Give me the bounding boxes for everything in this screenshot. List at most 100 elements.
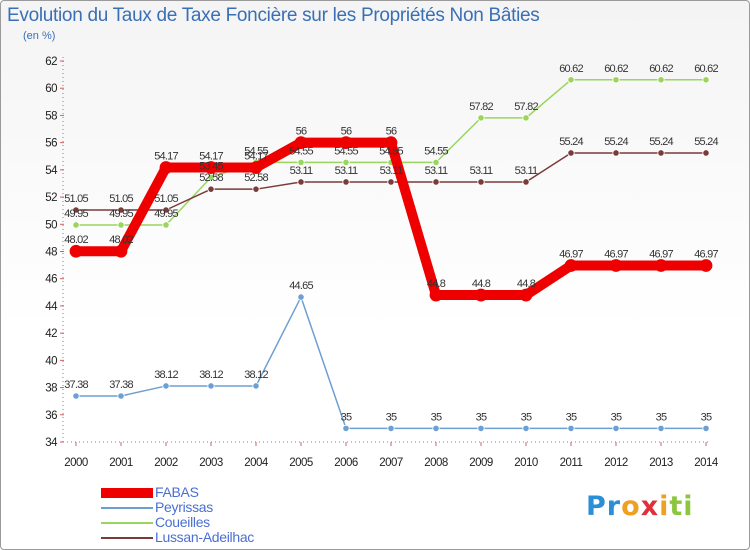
data-label-peyrissas: 35 [701, 411, 712, 423]
series-line-peyrissas [76, 296, 706, 430]
data-point-peyrissas [117, 392, 125, 400]
data-label-fabas: 44.8 [472, 278, 491, 290]
x-tick-label: 2011 [560, 457, 583, 469]
x-tick-label: 2014 [694, 457, 719, 469]
data-point-lussan-adeilhac [612, 149, 620, 157]
x-tick-label: 2010 [514, 457, 538, 469]
data-label-peyrissas: 35 [521, 411, 532, 423]
data-label-fabas: 46.97 [694, 249, 718, 261]
legend-swatch [101, 488, 153, 498]
data-label-fabas: 54.17 [199, 151, 223, 163]
data-point-fabas [654, 259, 668, 272]
y-tick-label: 38 [45, 383, 57, 395]
data-point-lussan-adeilhac [567, 149, 575, 157]
chart-title: Evolution du Taux de Taxe Foncière sur l… [7, 5, 540, 26]
data-point-fabas [699, 259, 713, 272]
data-label-fabas: 56 [296, 126, 307, 138]
chart-subtitle: (en %) [23, 30, 56, 42]
data-label-peyrissas: 35 [476, 411, 487, 423]
data-point-coueilles [702, 76, 710, 84]
logo-letter: i [683, 491, 694, 522]
data-label-lussan-adeilhac: 51.05 [64, 193, 88, 205]
data-point-coueilles [477, 114, 485, 122]
data-label-peyrissas: 35 [341, 411, 352, 423]
data-point-lussan-adeilhac [702, 149, 710, 157]
y-tick-label: 36 [45, 410, 57, 422]
legend-swatch [101, 537, 153, 539]
x-tick-label: 2006 [334, 457, 358, 469]
data-point-lussan-adeilhac [477, 178, 485, 186]
logo-letter: P [586, 491, 607, 522]
x-tick-label: 2009 [469, 457, 493, 469]
data-label-peyrissas: 35 [611, 411, 622, 423]
data-label-lussan-adeilhac: 55.24 [649, 136, 673, 148]
data-label-coueilles: 60.62 [604, 63, 628, 75]
y-tick-label: 62 [45, 56, 57, 68]
data-label-lussan-adeilhac: 53.11 [290, 165, 313, 177]
y-tick-label: 50 [45, 219, 57, 231]
legend-item-lussan-adeilhac: Lussan-Adeilhac [101, 529, 321, 545]
data-label-fabas: 46.97 [604, 249, 628, 261]
data-label-peyrissas: 38.12 [199, 369, 223, 381]
y-tick-label: 54 [45, 165, 58, 177]
y-tick-label: 34 [45, 437, 58, 449]
data-label-peyrissas: 38.12 [244, 369, 268, 381]
data-label-lussan-adeilhac: 55.24 [559, 136, 583, 148]
data-point-fabas [114, 244, 128, 258]
data-label-coueilles: 49.95 [109, 208, 133, 220]
y-tick-label: 58 [45, 110, 57, 122]
data-point-peyrissas [522, 424, 530, 432]
data-point-fabas [339, 136, 353, 150]
data-point-coueilles [657, 76, 665, 84]
data-point-peyrissas [162, 382, 170, 390]
data-label-peyrissas: 37.38 [109, 379, 133, 391]
y-tick-label: 60 [45, 83, 57, 95]
x-tick-label: 2013 [649, 457, 673, 469]
data-point-lussan-adeilhac [72, 206, 80, 214]
data-label-coueilles: 60.62 [694, 63, 718, 75]
data-point-coueilles [117, 221, 125, 229]
logo-letter: t [669, 491, 684, 522]
data-point-coueilles [162, 221, 170, 229]
data-label-lussan-adeilhac: 53.11 [425, 165, 448, 177]
data-point-lussan-adeilhac [297, 178, 305, 186]
data-label-lussan-adeilhac: 51.05 [154, 193, 178, 205]
data-point-fabas [159, 161, 173, 174]
data-label-lussan-adeilhac: 52.58 [244, 172, 268, 184]
data-label-peyrissas: 44.65 [289, 280, 313, 292]
data-label-lussan-adeilhac: 55.24 [694, 136, 718, 148]
data-label-peyrissas: 37.38 [64, 379, 88, 391]
data-point-fabas [609, 259, 623, 272]
data-point-coueilles [522, 114, 530, 122]
data-point-coueilles [567, 76, 575, 84]
data-point-fabas [564, 259, 578, 272]
y-tick-label: 56 [45, 138, 57, 150]
data-label-peyrissas: 38.12 [154, 369, 178, 381]
data-point-lussan-adeilhac [342, 178, 350, 186]
data-label-lussan-adeilhac: 53.11 [470, 165, 493, 177]
data-point-coueilles [72, 221, 80, 229]
data-point-fabas [294, 136, 308, 150]
data-point-peyrissas [297, 293, 305, 301]
data-label-coueilles: 57.82 [514, 101, 538, 113]
logo-letter: o [621, 491, 641, 522]
data-point-peyrissas [387, 424, 395, 432]
logo-letter: r [606, 491, 622, 522]
data-label-fabas: 44.8 [517, 278, 536, 290]
x-tick-label: 2007 [379, 457, 403, 469]
data-label-coueilles: 49.95 [154, 208, 178, 220]
data-point-lussan-adeilhac [162, 206, 170, 214]
data-point-peyrissas [432, 424, 440, 432]
data-point-fabas [384, 136, 398, 150]
legend-label: Coueilles [155, 514, 210, 530]
y-tick-label: 42 [45, 328, 57, 340]
data-label-lussan-adeilhac: 51.05 [109, 193, 133, 205]
data-point-peyrissas [477, 424, 485, 432]
data-label-lussan-adeilhac: 53.11 [380, 165, 403, 177]
x-tick-label: 2000 [64, 457, 88, 469]
data-label-fabas: 56 [386, 126, 397, 138]
data-label-coueilles: 54.55 [379, 145, 403, 157]
data-point-fabas [249, 161, 263, 174]
legend-label: FABAS [155, 484, 199, 500]
data-label-fabas: 44.8 [427, 278, 446, 290]
